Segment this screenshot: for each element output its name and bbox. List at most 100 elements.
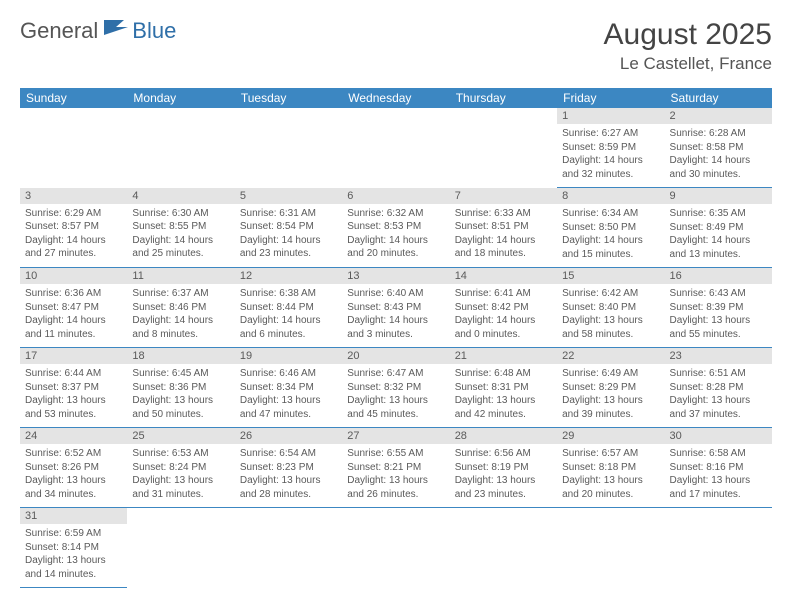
calendar-cell [235, 108, 342, 188]
calendar-cell: 4Sunrise: 6:30 AMSunset: 8:55 PMDaylight… [127, 188, 234, 268]
calendar-cell: 25Sunrise: 6:53 AMSunset: 8:24 PMDayligh… [127, 428, 234, 508]
day-number: 14 [450, 268, 557, 284]
calendar-cell: 1Sunrise: 6:27 AMSunset: 8:59 PMDaylight… [557, 108, 664, 188]
calendar-cell [450, 108, 557, 188]
logo-text-1: General [20, 18, 98, 44]
day-number: 12 [235, 268, 342, 284]
day-number: 15 [557, 268, 664, 284]
day-number: 13 [342, 268, 449, 284]
calendar-cell: 22Sunrise: 6:49 AMSunset: 8:29 PMDayligh… [557, 348, 664, 428]
dayheader-thursday: Thursday [450, 88, 557, 108]
day-number: 8 [557, 188, 664, 204]
day-info: Sunrise: 6:27 AMSunset: 8:59 PMDaylight:… [557, 124, 664, 187]
day-info: Sunrise: 6:47 AMSunset: 8:32 PMDaylight:… [342, 364, 449, 427]
day-number: 10 [20, 268, 127, 284]
calendar-cell: 11Sunrise: 6:37 AMSunset: 8:46 PMDayligh… [127, 268, 234, 348]
day-info: Sunrise: 6:54 AMSunset: 8:23 PMDaylight:… [235, 444, 342, 507]
day-number: 11 [127, 268, 234, 284]
calendar-cell: 10Sunrise: 6:36 AMSunset: 8:47 PMDayligh… [20, 268, 127, 348]
calendar-cell: 19Sunrise: 6:46 AMSunset: 8:34 PMDayligh… [235, 348, 342, 428]
dayheader-monday: Monday [127, 88, 234, 108]
calendar-cell [342, 108, 449, 188]
calendar-cell [665, 508, 772, 588]
day-info: Sunrise: 6:40 AMSunset: 8:43 PMDaylight:… [342, 284, 449, 347]
day-number: 31 [20, 508, 127, 524]
day-info: Sunrise: 6:36 AMSunset: 8:47 PMDaylight:… [20, 284, 127, 347]
calendar-cell: 26Sunrise: 6:54 AMSunset: 8:23 PMDayligh… [235, 428, 342, 508]
day-number: 2 [665, 108, 772, 124]
day-info: Sunrise: 6:37 AMSunset: 8:46 PMDaylight:… [127, 284, 234, 347]
calendar-cell: 16Sunrise: 6:43 AMSunset: 8:39 PMDayligh… [665, 268, 772, 348]
day-number: 26 [235, 428, 342, 444]
day-info: Sunrise: 6:51 AMSunset: 8:28 PMDaylight:… [665, 364, 772, 427]
day-info: Sunrise: 6:33 AMSunset: 8:51 PMDaylight:… [450, 204, 557, 267]
calendar-cell: 31Sunrise: 6:59 AMSunset: 8:14 PMDayligh… [20, 508, 127, 588]
calendar-cell [127, 508, 234, 588]
calendar-cell: 30Sunrise: 6:58 AMSunset: 8:16 PMDayligh… [665, 428, 772, 508]
day-number: 24 [20, 428, 127, 444]
day-number: 16 [665, 268, 772, 284]
calendar-cell: 6Sunrise: 6:32 AMSunset: 8:53 PMDaylight… [342, 188, 449, 268]
calendar-cell: 2Sunrise: 6:28 AMSunset: 8:58 PMDaylight… [665, 108, 772, 188]
calendar-cell: 8Sunrise: 6:34 AMSunset: 8:50 PMDaylight… [557, 188, 664, 268]
day-info: Sunrise: 6:31 AMSunset: 8:54 PMDaylight:… [235, 204, 342, 267]
calendar-cell: 29Sunrise: 6:57 AMSunset: 8:18 PMDayligh… [557, 428, 664, 508]
calendar-cell [127, 108, 234, 188]
calendar-cell: 5Sunrise: 6:31 AMSunset: 8:54 PMDaylight… [235, 188, 342, 268]
day-info: Sunrise: 6:38 AMSunset: 8:44 PMDaylight:… [235, 284, 342, 347]
calendar-cell: 20Sunrise: 6:47 AMSunset: 8:32 PMDayligh… [342, 348, 449, 428]
calendar-cell: 14Sunrise: 6:41 AMSunset: 8:42 PMDayligh… [450, 268, 557, 348]
day-number: 20 [342, 348, 449, 364]
day-number: 6 [342, 188, 449, 204]
calendar-cell: 15Sunrise: 6:42 AMSunset: 8:40 PMDayligh… [557, 268, 664, 348]
day-number: 28 [450, 428, 557, 444]
calendar-cell: 21Sunrise: 6:48 AMSunset: 8:31 PMDayligh… [450, 348, 557, 428]
calendar-cell: 23Sunrise: 6:51 AMSunset: 8:28 PMDayligh… [665, 348, 772, 428]
logo-text-2: Blue [132, 18, 176, 44]
page-title: August 2025 [604, 18, 772, 52]
calendar-table: SundayMondayTuesdayWednesdayThursdayFrid… [20, 88, 772, 588]
day-number: 21 [450, 348, 557, 364]
dayheader-saturday: Saturday [665, 88, 772, 108]
day-info: Sunrise: 6:57 AMSunset: 8:18 PMDaylight:… [557, 444, 664, 507]
calendar-cell: 3Sunrise: 6:29 AMSunset: 8:57 PMDaylight… [20, 188, 127, 268]
day-number: 4 [127, 188, 234, 204]
day-number: 1 [557, 108, 664, 124]
calendar-cell [20, 108, 127, 188]
day-info: Sunrise: 6:46 AMSunset: 8:34 PMDaylight:… [235, 364, 342, 427]
calendar-cell [342, 508, 449, 588]
logo: General Blue [20, 18, 176, 44]
calendar-cell: 17Sunrise: 6:44 AMSunset: 8:37 PMDayligh… [20, 348, 127, 428]
calendar-head: SundayMondayTuesdayWednesdayThursdayFrid… [20, 88, 772, 108]
day-number: 7 [450, 188, 557, 204]
calendar-cell: 7Sunrise: 6:33 AMSunset: 8:51 PMDaylight… [450, 188, 557, 268]
day-info: Sunrise: 6:30 AMSunset: 8:55 PMDaylight:… [127, 204, 234, 267]
day-info: Sunrise: 6:53 AMSunset: 8:24 PMDaylight:… [127, 444, 234, 507]
dayheader-wednesday: Wednesday [342, 88, 449, 108]
day-info: Sunrise: 6:43 AMSunset: 8:39 PMDaylight:… [665, 284, 772, 347]
header: General Blue August 2025 Le Castellet, F… [20, 18, 772, 74]
day-number: 5 [235, 188, 342, 204]
day-info: Sunrise: 6:52 AMSunset: 8:26 PMDaylight:… [20, 444, 127, 507]
calendar-cell: 13Sunrise: 6:40 AMSunset: 8:43 PMDayligh… [342, 268, 449, 348]
day-info: Sunrise: 6:34 AMSunset: 8:50 PMDaylight:… [557, 204, 664, 267]
calendar-body: 1Sunrise: 6:27 AMSunset: 8:59 PMDaylight… [20, 108, 772, 588]
day-info: Sunrise: 6:58 AMSunset: 8:16 PMDaylight:… [665, 444, 772, 507]
calendar-cell: 27Sunrise: 6:55 AMSunset: 8:21 PMDayligh… [342, 428, 449, 508]
day-info: Sunrise: 6:29 AMSunset: 8:57 PMDaylight:… [20, 204, 127, 267]
day-info: Sunrise: 6:49 AMSunset: 8:29 PMDaylight:… [557, 364, 664, 427]
dayheader-sunday: Sunday [20, 88, 127, 108]
day-number: 23 [665, 348, 772, 364]
dayheader-friday: Friday [557, 88, 664, 108]
day-info: Sunrise: 6:45 AMSunset: 8:36 PMDaylight:… [127, 364, 234, 427]
day-info: Sunrise: 6:55 AMSunset: 8:21 PMDaylight:… [342, 444, 449, 507]
day-info: Sunrise: 6:42 AMSunset: 8:40 PMDaylight:… [557, 284, 664, 347]
calendar-cell: 28Sunrise: 6:56 AMSunset: 8:19 PMDayligh… [450, 428, 557, 508]
day-info: Sunrise: 6:56 AMSunset: 8:19 PMDaylight:… [450, 444, 557, 507]
flag-icon [104, 18, 130, 44]
calendar-cell: 9Sunrise: 6:35 AMSunset: 8:49 PMDaylight… [665, 188, 772, 268]
day-number: 18 [127, 348, 234, 364]
day-number: 3 [20, 188, 127, 204]
day-number: 9 [665, 188, 772, 204]
day-number: 27 [342, 428, 449, 444]
